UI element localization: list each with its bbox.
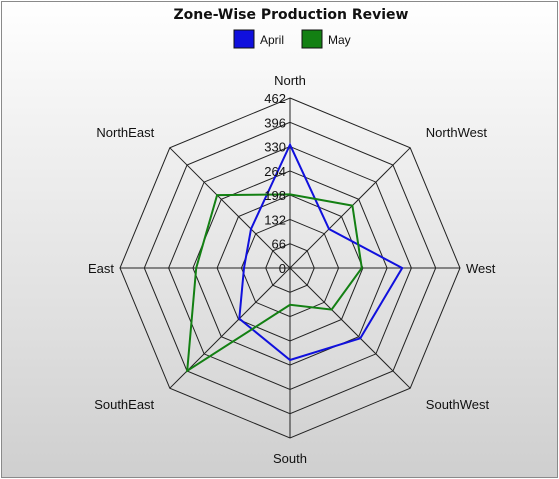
legend-swatch-april xyxy=(233,29,255,49)
tick-label-66: 66 xyxy=(272,237,286,252)
spoke-northwest xyxy=(289,147,411,269)
spoke-southwest xyxy=(289,267,411,389)
tick-label-132: 132 xyxy=(264,212,286,227)
legend-swatch-may xyxy=(301,29,323,49)
tick-label-462: 462 xyxy=(264,91,286,106)
legend: April May xyxy=(233,29,351,49)
chart-title: Zone-Wise Production Review xyxy=(173,7,408,23)
category-label-west: West xyxy=(466,261,496,276)
category-label-north: North xyxy=(274,73,306,88)
series-april-line xyxy=(238,142,404,362)
radar-grid xyxy=(119,97,461,439)
tick-label-396: 396 xyxy=(264,115,286,130)
legend-item-may: May xyxy=(301,29,351,49)
legend-label-may: May xyxy=(328,33,351,47)
category-label-south: South xyxy=(273,451,307,466)
tick-label-330: 330 xyxy=(264,140,286,155)
category-label-northeast: NorthEast xyxy=(96,125,154,140)
category-label-southwest: SouthWest xyxy=(426,397,490,412)
tick-label-0: 0 xyxy=(279,261,286,276)
category-labels: North NorthWest West SouthWest South SouthEas… xyxy=(88,73,496,466)
tick-label-198: 198 xyxy=(264,188,286,203)
legend-item-april: April xyxy=(233,29,284,49)
series-may-line xyxy=(186,193,363,373)
legend-label-april: April xyxy=(260,33,284,47)
category-label-east: East xyxy=(88,261,114,276)
spoke-northeast xyxy=(169,147,291,269)
category-label-northwest: NorthWest xyxy=(426,125,488,140)
category-label-southeast: SouthEast xyxy=(94,397,154,412)
tick-label-264: 264 xyxy=(264,164,286,179)
radial-tick-labels: 0 66 132 198 264 330 396 462 xyxy=(264,91,286,276)
series-layer xyxy=(186,142,404,373)
